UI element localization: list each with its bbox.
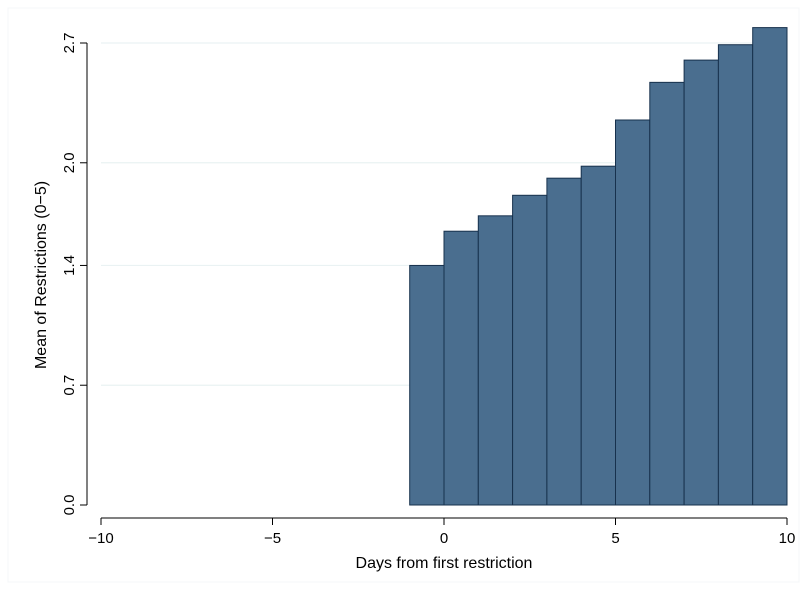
y-tick-label-2: 1.4 [61, 255, 78, 276]
x-tick-label-2: 0 [440, 530, 448, 547]
x-tick-label-4: 10 [779, 530, 796, 547]
bar-5 [580, 165, 617, 506]
bar-7 [649, 81, 685, 506]
y-tick-label-3: 2.0 [61, 152, 78, 173]
bar-6 [615, 119, 651, 506]
y-tick-label-0: 0.0 [61, 495, 78, 516]
y-tick-label-1: 0.7 [61, 375, 78, 396]
plot-region-frame [7, 7, 800, 583]
bar-10 [752, 27, 788, 506]
x-tick-label-0: −10 [88, 530, 113, 547]
bar-3 [512, 194, 548, 506]
bar-9 [717, 44, 754, 506]
bar-4 [546, 177, 582, 506]
x-tick-label-1: −5 [264, 530, 281, 547]
bar-0 [409, 264, 445, 506]
y-tick-label-4: 2.7 [61, 33, 78, 54]
x-axis-title: Days from first restriction [356, 555, 533, 572]
bar-1 [443, 230, 479, 506]
bar-8 [683, 59, 719, 506]
x-tick-label-3: 5 [611, 530, 619, 547]
tick-labels: −10 −5 0 5 10 0.0 0.7 1.4 2.0 2.7 [61, 33, 795, 547]
bar-2 [477, 215, 514, 506]
y-axis-title: Mean of Restrictions (0−5) [33, 181, 50, 369]
bars [409, 27, 788, 506]
axes [80, 42, 788, 525]
